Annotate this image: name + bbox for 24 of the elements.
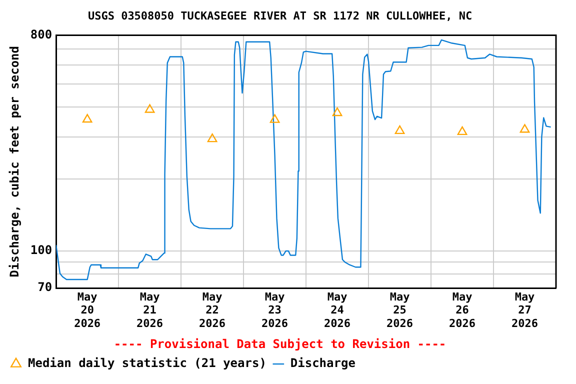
point — [270, 114, 280, 123]
x-tick-label: May 25 2026 — [386, 290, 414, 330]
point — [520, 124, 530, 133]
x-tick-label: May 21 2026 — [136, 290, 164, 330]
point — [144, 104, 155, 113]
x-tick-label: May 26 2026 — [449, 290, 476, 330]
y-tick-label: 800 — [30, 27, 52, 42]
x-tick-label: May 23 2026 — [262, 290, 288, 330]
legend-label: Median daily statistic (21 years) — [28, 356, 266, 370]
x-tick-label: May 20 2026 — [74, 290, 101, 330]
x-tick-label: May 22 2026 — [199, 290, 226, 330]
point — [332, 107, 342, 116]
y-tick-label: 70 — [38, 280, 52, 294]
legend-label: Discharge — [290, 356, 356, 370]
point — [82, 114, 92, 123]
point — [457, 126, 468, 136]
x-tick-label: May 24 2026 — [324, 290, 351, 330]
point — [207, 133, 218, 142]
y-tick-label: 100 — [30, 243, 52, 258]
y-axis-title: Discharge, cubic feet per second — [7, 46, 22, 278]
point — [394, 125, 405, 134]
x-tick-label: May 27 2026 — [512, 290, 538, 330]
chart-title: USGS 03508050 TUCKASEGEE RIVER AT SR 1172 NR CULLOWHEE, NC — [88, 9, 472, 22]
text: ---- Provisional Data Subject to Revision ---- — [114, 336, 446, 351]
